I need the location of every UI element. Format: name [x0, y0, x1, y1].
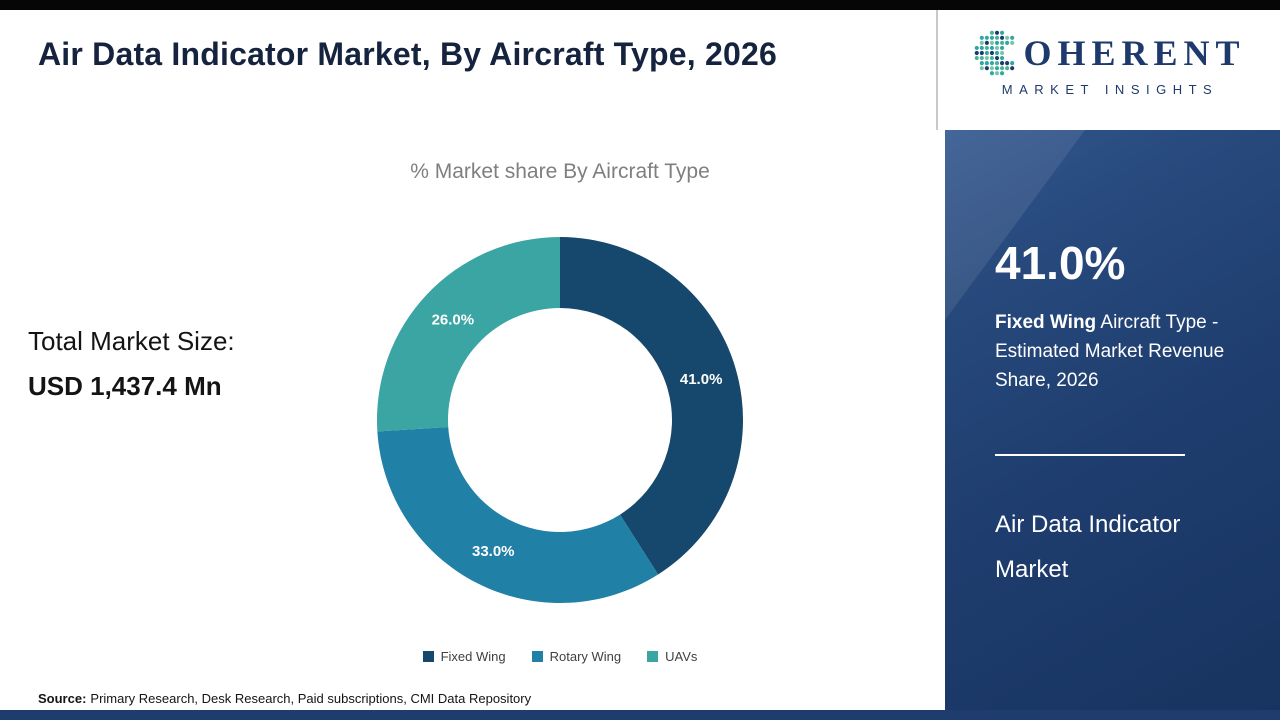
logo-dot: [980, 61, 985, 66]
logo-dot: [985, 35, 990, 40]
highlight-stat-value: 41.0%: [995, 237, 1126, 289]
total-market-size-label: Total Market Size:: [28, 326, 235, 356]
source-attribution: Source: Primary Research, Desk Research, …: [38, 691, 531, 706]
logo-dot: [1005, 61, 1010, 66]
logo-dot: [980, 35, 985, 40]
logo-dot: [1000, 61, 1005, 66]
chart-legend: Fixed Wing Rotary Wing UAVs: [300, 649, 820, 664]
logo-dot: [995, 45, 1000, 51]
logo-dot: [990, 71, 995, 76]
logo-dot: [995, 40, 1000, 45]
logo-dot: [995, 55, 1000, 61]
slice-value-label: 41.0%: [680, 371, 723, 388]
logo-dot: [990, 50, 995, 56]
donut-segment-rotary-wing: [377, 427, 659, 603]
logo-dot: [975, 55, 980, 61]
logo-dot: [995, 50, 1000, 56]
logo-dot: [980, 40, 985, 45]
logo-dot: [1010, 35, 1015, 40]
slice-value-label: 33.0%: [472, 543, 515, 560]
highlight-side-panel: 41.0% Fixed Wing Aircraft Type - Estimat…: [945, 130, 1280, 720]
legend-swatch: [531, 651, 543, 662]
logo-dot: [985, 40, 990, 45]
logo-dot: [985, 55, 990, 61]
source-label: Source:: [38, 691, 87, 706]
highlight-stat-rest: Aircraft Type - Estimated Market Revenue…: [995, 312, 1225, 391]
donut-segment-uavs: [377, 237, 560, 432]
logo-dot: [1000, 71, 1005, 76]
logo-dot: [990, 66, 995, 71]
logo-dot: [1000, 45, 1005, 51]
market-name: Air Data Indicator Market: [995, 511, 1181, 583]
logo-dot: [985, 66, 990, 71]
dotted-c-logo-icon: [975, 30, 1015, 76]
logo-dot: [985, 45, 990, 51]
logo-dot: [1005, 66, 1010, 71]
logo-dot: [975, 50, 980, 56]
logo-divider-line: [936, 10, 938, 130]
logo-dot: [1000, 30, 1005, 35]
legend-item-uavs: UAVs: [647, 649, 697, 664]
logo-dot: [1005, 35, 1010, 40]
legend-label: Rotary Wing: [549, 649, 622, 664]
brand-logo: OHERENT MARKET INSIGHTS: [950, 30, 1270, 97]
logo-dot: [1000, 50, 1005, 56]
highlight-stat-description: Fixed Wing Aircraft Type - Estimated Mar…: [995, 308, 1237, 395]
logo-dot: [995, 71, 1000, 76]
logo-dot: [1010, 61, 1015, 66]
logo-dot: [1010, 40, 1015, 45]
slice-value-label: 26.0%: [432, 311, 475, 328]
logo-dot: [1000, 35, 1005, 40]
logo-dot: [995, 66, 1000, 71]
chart-title: % Market share By Aircraft Type: [410, 160, 710, 183]
logo-dot: [990, 61, 995, 66]
logo-dot: [990, 35, 995, 40]
logo-dot: [980, 55, 985, 61]
logo-dot: [995, 35, 1000, 40]
brand-tagline: MARKET INSIGHTS: [1001, 82, 1219, 97]
total-market-size-block: Total Market Size: USD 1,437.4 Mn: [28, 326, 235, 402]
logo-dot: [980, 50, 985, 56]
donut-segment-fixed-wing: [560, 237, 743, 575]
top-border-bar: [0, 0, 1280, 10]
source-text: Primary Research, Desk Research, Paid su…: [90, 691, 532, 706]
brand-logo-row: OHERENT: [950, 30, 1270, 76]
logo-dot: [985, 50, 990, 56]
legend-item-rotary-wing: Rotary Wing: [531, 649, 622, 664]
logo-dot: [980, 66, 985, 71]
logo-dot: [1010, 66, 1015, 71]
total-market-size-value: USD 1,437.4 Mn: [28, 371, 222, 401]
highlight-stat-segment: Fixed Wing: [995, 312, 1097, 333]
logo-dot: [1000, 40, 1005, 45]
logo-dot: [1000, 66, 1005, 71]
page-title: Air Data Indicator Market, By Aircraft T…: [38, 36, 777, 72]
logo-dot: [995, 30, 1000, 35]
logo-dot: [975, 45, 980, 51]
bottom-border-bar: [0, 710, 1280, 720]
legend-label: Fixed Wing: [440, 649, 506, 664]
logo-dot: [1005, 40, 1010, 45]
panel-divider-line: [995, 454, 1185, 456]
logo-dot: [985, 61, 990, 66]
legend-item-fixed-wing: Fixed Wing: [422, 649, 506, 664]
legend-swatch: [647, 651, 659, 662]
donut-chart: 41.0% 33.0% 26.0%: [377, 237, 743, 603]
logo-dot: [990, 45, 995, 51]
logo-dot: [995, 61, 1000, 66]
logo-dot: [990, 40, 995, 45]
logo-dot: [990, 30, 995, 35]
brand-name: OHERENT: [1023, 33, 1246, 73]
logo-dot: [990, 55, 995, 61]
legend-label: UAVs: [665, 649, 698, 664]
logo-dot: [980, 45, 985, 51]
legend-swatch: [422, 651, 434, 662]
logo-dot: [1000, 55, 1005, 61]
